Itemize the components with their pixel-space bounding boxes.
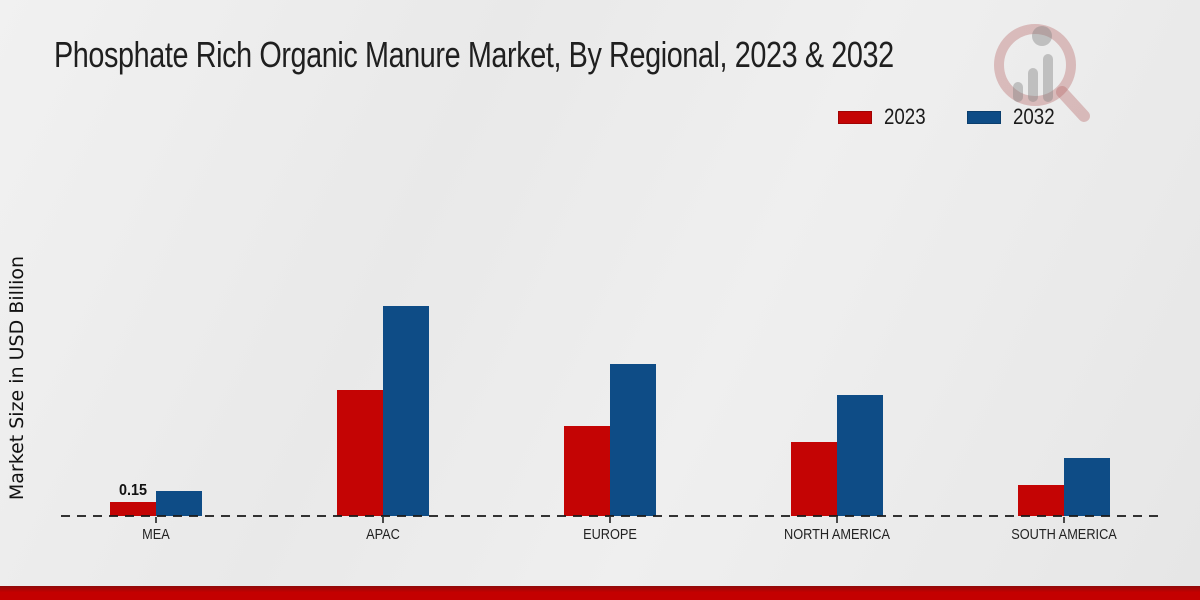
data-label-2023-mea: 0.15 [118,482,148,499]
y-axis-label: Market Size in USD Billion [6,255,28,501]
axis-tick-europe [609,517,611,523]
axis-tick-north-america [836,517,838,523]
bar-2023-south-america [1018,485,1064,516]
bar-2032-south-america [1064,458,1110,516]
x-axis-dashed-baseline [61,515,1159,517]
legend-item-2032: 2032 [966,104,1062,130]
axis-tick-mea [155,517,157,523]
bar-2023-north-america [791,442,837,516]
bar-2032-apac [383,306,429,516]
category-label-europe: EUROPE [583,526,637,543]
category-label-mea: MEA [142,526,170,543]
magnifier-bar-chart-logo-icon [994,24,1090,122]
legend: 2023 2032 [838,104,1062,130]
axis-tick-south-america [1063,517,1065,523]
category-label-apac: APAC [366,526,400,543]
bar-2023-mea [110,502,156,516]
legend-label-2032: 2032 [1012,104,1055,129]
category-label-south-america: SOUTH AMERICA [1011,526,1117,543]
legend-swatch-2023 [838,110,872,124]
axis-tick-apac [382,517,384,523]
bar-2032-mea [156,491,202,516]
bar-2023-apac [337,390,383,516]
bar-2032-north-america [837,395,883,516]
footer-red-bar [0,586,1200,600]
category-label-north-america: NORTH AMERICA [783,526,891,543]
legend-item-2023: 2023 [838,104,933,130]
legend-swatch-2032 [966,110,1001,124]
legend-label-2023: 2023 [884,104,926,129]
chart-title: Phosphate Rich Organic Manure Market, By… [54,34,894,75]
bar-2023-europe [564,426,610,516]
bar-2032-europe [610,364,656,516]
